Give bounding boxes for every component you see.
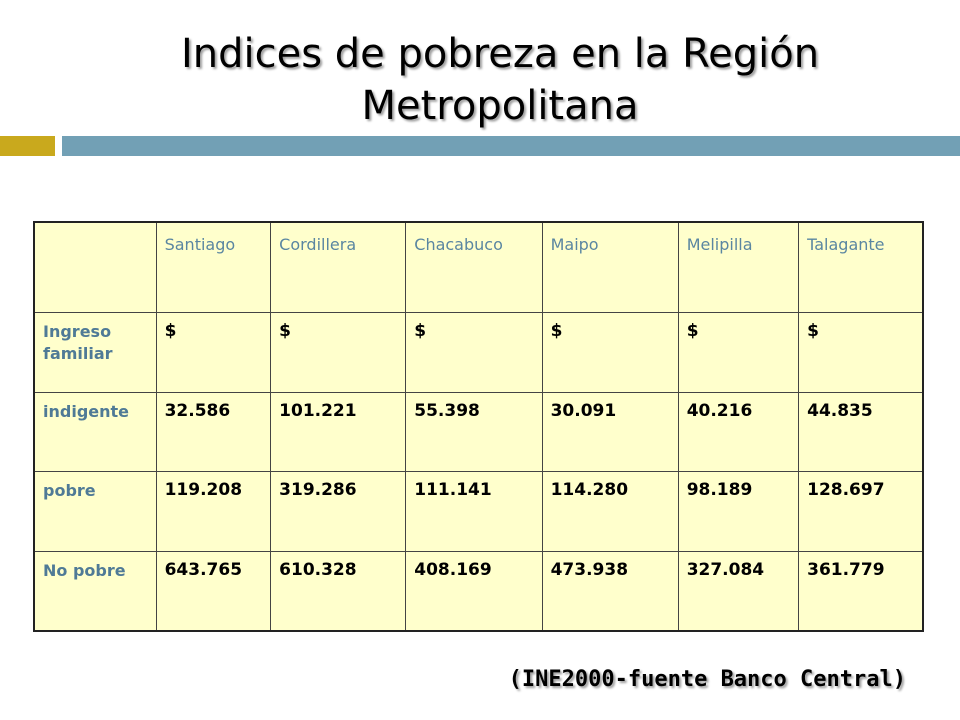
table-cell: $ [155, 312, 272, 393]
table-cell: 98.189 [677, 471, 800, 552]
table-row: pobre 119.208 319.286 111.141 114.280 98… [33, 471, 924, 552]
table-cell: $ [541, 312, 679, 393]
table-cell: $ [798, 312, 924, 393]
table-cell: 128.697 [798, 471, 924, 552]
accent-bar-gold [0, 136, 55, 156]
table-cell: 32.586 [155, 391, 272, 473]
table-cell: 327.084 [677, 550, 800, 632]
table-cell: 119.208 [155, 471, 272, 552]
table-cell: $ [677, 312, 800, 393]
column-header: Santiago [155, 221, 272, 313]
source-note: (INE2000-fuente Banco Central) [508, 667, 906, 692]
table-cell: 40.216 [677, 391, 800, 473]
row-label: pobre [33, 471, 157, 552]
column-header: Maipo [541, 221, 679, 313]
table-cell: $ [405, 312, 543, 393]
accent-bar-blue [62, 136, 960, 156]
table-cell: 55.398 [405, 391, 543, 473]
title-line-2: Metropolitana [361, 83, 639, 129]
row-label: indigente [33, 391, 157, 473]
table-row: Ingreso familiar $ $ $ $ $ $ [33, 312, 924, 393]
table-cell: 473.938 [541, 550, 679, 632]
page-title: Indices de pobreza en la Región Metropol… [60, 28, 940, 132]
row-label: No pobre [33, 550, 157, 632]
table-header-row: Santiago Cordillera Chacabuco Maipo Meli… [33, 221, 924, 313]
table-cell: 111.141 [405, 471, 543, 552]
table-cell: 44.835 [798, 391, 924, 473]
table-cell: 101.221 [270, 391, 407, 473]
table-cell: 30.091 [541, 391, 679, 473]
table-cell: 114.280 [541, 471, 679, 552]
table-cell: 610.328 [270, 550, 407, 632]
row-label: Ingreso familiar [33, 312, 157, 393]
table-cell: 408.169 [405, 550, 543, 632]
table-cell: 319.286 [270, 471, 407, 552]
table-corner-cell [33, 221, 157, 313]
table-cell: 361.779 [798, 550, 924, 632]
table-cell: 643.765 [155, 550, 272, 632]
poverty-table: Santiago Cordillera Chacabuco Maipo Meli… [33, 221, 924, 632]
column-header: Melipilla [677, 221, 800, 313]
column-header: Talagante [798, 221, 924, 313]
column-header: Chacabuco [405, 221, 543, 313]
column-header: Cordillera [270, 221, 407, 313]
table-row: No pobre 643.765 610.328 408.169 473.938… [33, 550, 924, 632]
table-row: indigente 32.586 101.221 55.398 30.091 4… [33, 391, 924, 473]
title-line-1: Indices de pobreza en la Región [180, 31, 820, 77]
table-cell: $ [270, 312, 407, 393]
